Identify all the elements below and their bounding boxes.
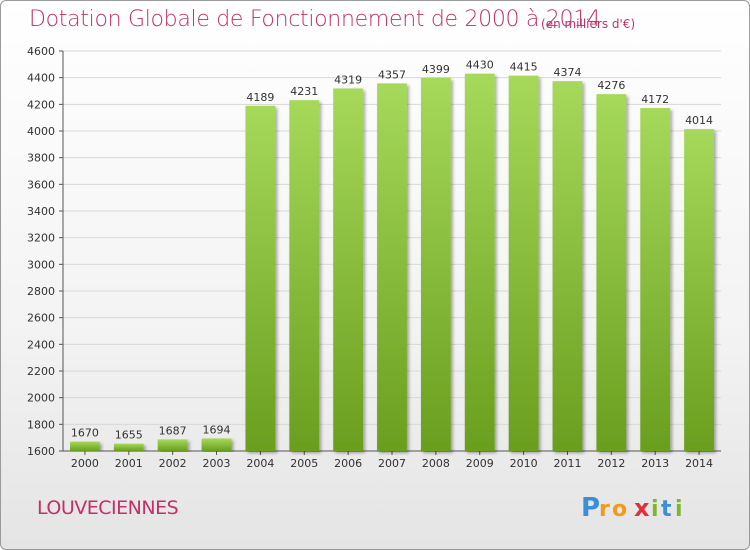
- chart-title: Dotation Globale de Fonctionnement de 20…: [29, 7, 601, 32]
- svg-text:t: t: [661, 497, 672, 522]
- bar-2001: [113, 443, 144, 451]
- bar-2013: [640, 108, 671, 452]
- y-tick-label: 2200: [27, 365, 55, 378]
- data-label-2010: 4415: [510, 61, 538, 74]
- x-tick-label-2006: 2006: [334, 457, 362, 470]
- x-tick-label-2014: 2014: [685, 457, 713, 470]
- y-tick-label: 1800: [27, 418, 55, 431]
- data-label-2009: 4430: [466, 59, 494, 72]
- svg-text:r: r: [599, 497, 610, 522]
- bar-2000: [70, 441, 100, 451]
- bar-2005: [289, 100, 320, 451]
- bar-2004: [245, 105, 276, 452]
- bar-2010: [508, 75, 539, 452]
- data-label-2000: 1670: [71, 427, 99, 440]
- data-label-2011: 4374: [553, 66, 581, 79]
- y-tick-label: 4400: [27, 72, 55, 85]
- bar-2012: [596, 94, 627, 451]
- chart-subtitle: (en milliers d'€): [541, 17, 636, 31]
- y-tick-label: 2600: [27, 312, 55, 325]
- data-label-2004: 4189: [246, 91, 274, 104]
- data-labels: 1670 1655 1687 1694 4189 4231 4319 4357 4399 4430…: [71, 59, 713, 442]
- x-tick-label-2003: 2003: [203, 457, 231, 470]
- y-tick-label: 3400: [27, 205, 55, 218]
- x-tick-label-2005: 2005: [290, 457, 318, 470]
- bar-2009: [464, 73, 495, 452]
- x-tick-label-2009: 2009: [466, 457, 494, 470]
- x-tick-label-2004: 2004: [246, 457, 274, 470]
- city-name: LOUVECIENNES: [37, 497, 179, 519]
- x-tick-label-2008: 2008: [422, 457, 450, 470]
- y-tick-label: 1600: [27, 445, 55, 458]
- bar-2008: [420, 77, 451, 452]
- y-tick-label: 3200: [27, 232, 55, 245]
- y-tick-label: 2400: [27, 338, 55, 351]
- data-label-2008: 4399: [422, 63, 450, 76]
- data-label-2003: 1694: [203, 423, 231, 436]
- bars: [70, 73, 714, 452]
- data-label-2014: 4014: [685, 114, 713, 127]
- svg-text:i: i: [651, 497, 659, 522]
- data-label-2005: 4231: [290, 85, 318, 98]
- y-tick-label: 4200: [27, 98, 55, 111]
- axes: 1600 1800 2000 2200 2400 2600 2800 3000 3200 3400…: [27, 45, 721, 470]
- bar-2014: [684, 129, 714, 451]
- y-tick-label: 4000: [27, 125, 55, 138]
- y-tick-label: 3800: [27, 152, 55, 165]
- data-label-2013: 4172: [641, 93, 669, 106]
- proxiti-logo: P r o x i t i: [581, 493, 683, 523]
- svg-text:i: i: [675, 497, 683, 522]
- x-tick-label-2013: 2013: [641, 457, 669, 470]
- svg-text:o: o: [612, 497, 627, 522]
- svg-text:P: P: [581, 493, 600, 523]
- data-label-2012: 4276: [597, 79, 625, 92]
- y-tick-label: 3000: [27, 258, 55, 271]
- x-tick-label-2000: 2000: [71, 457, 99, 470]
- data-label-2002: 1687: [159, 424, 187, 437]
- bar-2002: [157, 439, 188, 451]
- bar-2003: [201, 438, 232, 451]
- x-tick-label-2007: 2007: [378, 457, 406, 470]
- x-tick-label-2010: 2010: [510, 457, 538, 470]
- data-label-2007: 4357: [378, 68, 406, 81]
- x-tick-label-2011: 2011: [553, 457, 581, 470]
- data-label-2001: 1655: [115, 429, 143, 442]
- bar-2007: [377, 83, 407, 452]
- bar-chart: 1600 1800 2000 2200 2400 2600 2800 3000 3200 3400…: [27, 45, 721, 470]
- svg-text:x: x: [634, 494, 650, 522]
- y-tick-label: 2000: [27, 392, 55, 405]
- x-tick-label-2002: 2002: [159, 457, 187, 470]
- x-tick-label-2001: 2001: [115, 457, 143, 470]
- y-tick-label: 4600: [27, 45, 55, 58]
- x-tick-label-2012: 2012: [597, 457, 625, 470]
- bar-2011: [552, 81, 583, 451]
- y-tick-label: 2800: [27, 285, 55, 298]
- bar-2006: [333, 88, 364, 451]
- data-label-2006: 4319: [334, 73, 362, 86]
- y-tick-label: 3600: [27, 178, 55, 191]
